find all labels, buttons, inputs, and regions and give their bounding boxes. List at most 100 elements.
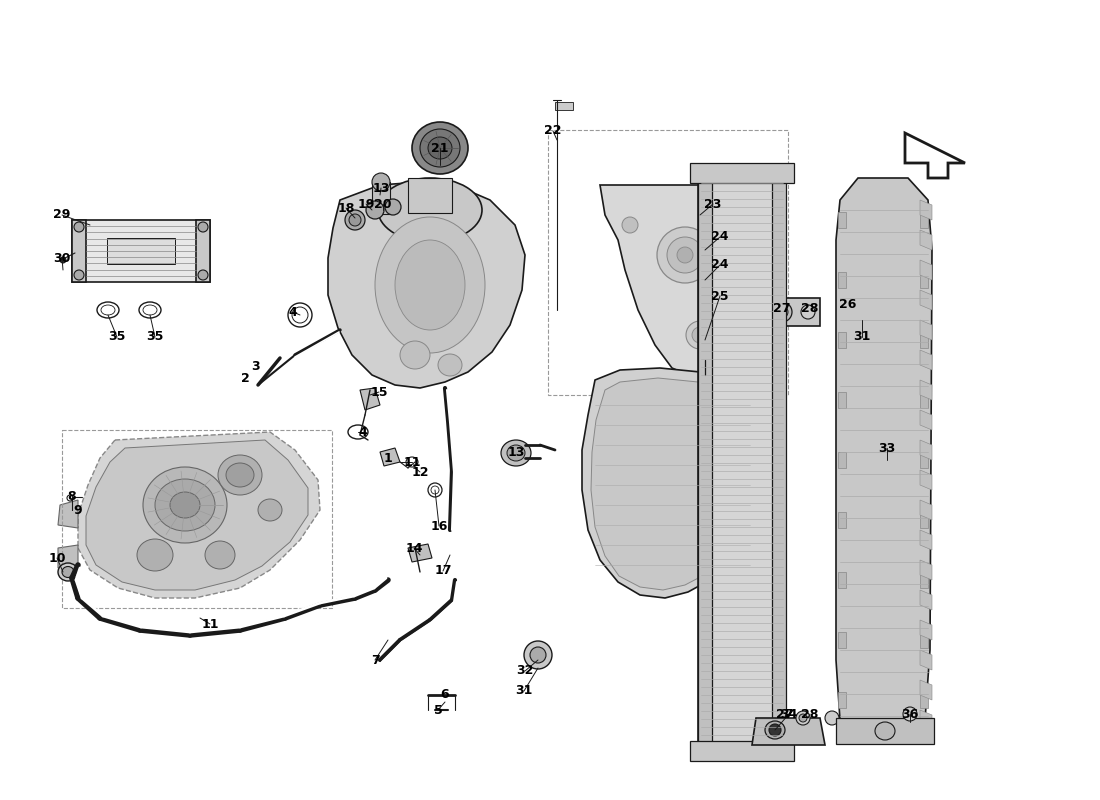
Bar (920, 512, 928, 528)
Polygon shape (920, 620, 932, 640)
Polygon shape (78, 432, 320, 598)
Ellipse shape (205, 541, 235, 569)
Polygon shape (920, 350, 932, 370)
Ellipse shape (226, 463, 254, 487)
Ellipse shape (428, 137, 452, 159)
Ellipse shape (772, 302, 792, 322)
Ellipse shape (701, 358, 710, 366)
Ellipse shape (686, 321, 714, 349)
Text: 24: 24 (712, 230, 728, 243)
Polygon shape (920, 380, 932, 400)
Bar (372, 182, 390, 214)
Text: 24: 24 (712, 258, 728, 271)
Bar (838, 332, 846, 348)
Text: 34: 34 (780, 707, 798, 721)
Text: 25: 25 (712, 290, 728, 302)
Ellipse shape (198, 222, 208, 232)
Text: 27: 27 (773, 302, 791, 314)
Bar (920, 332, 928, 348)
Text: 22: 22 (544, 125, 562, 138)
Text: 9: 9 (74, 503, 82, 517)
Bar (698, 178, 712, 746)
Text: 10: 10 (48, 551, 66, 565)
Bar (764, 298, 820, 326)
Bar (62, 430, 332, 608)
Text: 6: 6 (441, 689, 449, 702)
Polygon shape (920, 440, 932, 460)
Ellipse shape (412, 122, 468, 174)
Ellipse shape (198, 270, 208, 280)
Text: 28: 28 (801, 707, 818, 721)
Ellipse shape (500, 440, 531, 466)
Polygon shape (920, 500, 932, 520)
Ellipse shape (74, 270, 84, 280)
Text: 23: 23 (704, 198, 722, 210)
Ellipse shape (676, 247, 693, 263)
Ellipse shape (366, 201, 384, 219)
Ellipse shape (349, 214, 361, 226)
Bar (838, 272, 846, 288)
Text: 27: 27 (777, 707, 794, 721)
Ellipse shape (692, 327, 708, 343)
Ellipse shape (799, 714, 807, 722)
Bar (920, 272, 928, 288)
Text: 35: 35 (146, 330, 164, 343)
Ellipse shape (170, 492, 200, 518)
Bar (107, 238, 175, 264)
Ellipse shape (258, 499, 282, 521)
Polygon shape (920, 260, 932, 280)
Ellipse shape (776, 306, 788, 318)
Bar (698, 178, 786, 746)
Bar (556, 102, 573, 110)
Text: 28: 28 (801, 302, 818, 314)
Polygon shape (86, 440, 308, 590)
Ellipse shape (395, 240, 465, 330)
Polygon shape (920, 320, 932, 340)
Bar (548, 130, 788, 395)
Polygon shape (582, 368, 750, 598)
Text: 14: 14 (405, 542, 422, 554)
Text: 4: 4 (288, 306, 297, 318)
Polygon shape (360, 388, 379, 410)
Bar (72, 220, 210, 282)
Ellipse shape (74, 222, 84, 232)
Polygon shape (836, 178, 932, 740)
Bar (836, 718, 934, 744)
Text: 19: 19 (358, 198, 375, 210)
Text: 20: 20 (374, 198, 392, 210)
Polygon shape (920, 560, 932, 580)
Ellipse shape (345, 210, 365, 230)
Ellipse shape (779, 309, 785, 315)
Polygon shape (920, 290, 932, 310)
Text: 32: 32 (516, 665, 534, 678)
Polygon shape (58, 500, 78, 528)
Bar (920, 212, 928, 228)
Text: 17: 17 (434, 565, 452, 578)
Bar (772, 178, 786, 746)
Ellipse shape (874, 722, 895, 740)
Ellipse shape (530, 647, 546, 663)
Bar (838, 452, 846, 468)
Text: 5: 5 (433, 703, 442, 717)
Text: 8: 8 (68, 490, 76, 503)
Polygon shape (920, 680, 932, 700)
Polygon shape (752, 718, 825, 745)
Polygon shape (920, 200, 932, 220)
Ellipse shape (378, 178, 482, 242)
Bar (690, 741, 794, 761)
Text: 3: 3 (251, 359, 260, 373)
Bar (408, 178, 452, 213)
Polygon shape (920, 470, 932, 490)
Text: 26: 26 (839, 298, 857, 311)
Bar (920, 392, 928, 408)
Ellipse shape (438, 354, 462, 376)
Ellipse shape (667, 237, 703, 273)
Ellipse shape (385, 199, 402, 215)
Polygon shape (58, 545, 78, 568)
Text: 13: 13 (507, 446, 525, 459)
Text: 35: 35 (108, 330, 125, 343)
Text: 36: 36 (901, 707, 918, 721)
Text: 7: 7 (371, 654, 380, 666)
Ellipse shape (844, 304, 852, 312)
Polygon shape (905, 133, 965, 178)
